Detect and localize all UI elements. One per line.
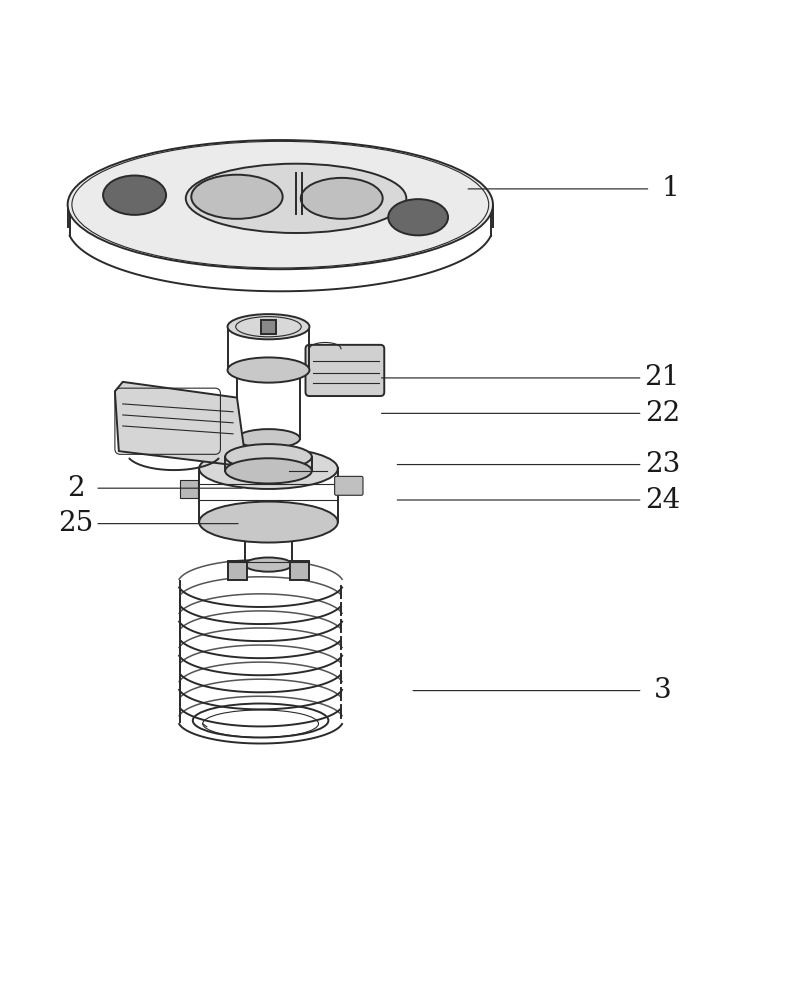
Ellipse shape: [237, 429, 300, 448]
FancyBboxPatch shape: [335, 476, 363, 495]
FancyBboxPatch shape: [305, 345, 384, 396]
FancyBboxPatch shape: [180, 480, 197, 498]
Ellipse shape: [388, 199, 448, 235]
Polygon shape: [115, 382, 245, 465]
Ellipse shape: [245, 557, 292, 572]
Ellipse shape: [227, 357, 309, 383]
Ellipse shape: [199, 448, 338, 489]
Text: 22: 22: [645, 400, 680, 427]
Ellipse shape: [225, 458, 312, 483]
Ellipse shape: [68, 140, 493, 269]
FancyBboxPatch shape: [261, 320, 275, 334]
Text: 21: 21: [645, 364, 680, 391]
Text: 3: 3: [653, 677, 671, 704]
FancyBboxPatch shape: [228, 561, 247, 580]
Text: 2: 2: [67, 475, 84, 502]
Text: 1: 1: [661, 175, 679, 202]
Ellipse shape: [185, 164, 406, 233]
Ellipse shape: [227, 314, 309, 339]
Ellipse shape: [225, 444, 312, 469]
Ellipse shape: [103, 176, 166, 215]
Text: 23: 23: [645, 451, 680, 478]
Ellipse shape: [191, 175, 282, 219]
Text: 24: 24: [645, 487, 680, 514]
Ellipse shape: [199, 502, 338, 543]
FancyBboxPatch shape: [290, 561, 308, 580]
Ellipse shape: [301, 178, 383, 219]
Text: 25: 25: [58, 510, 93, 537]
